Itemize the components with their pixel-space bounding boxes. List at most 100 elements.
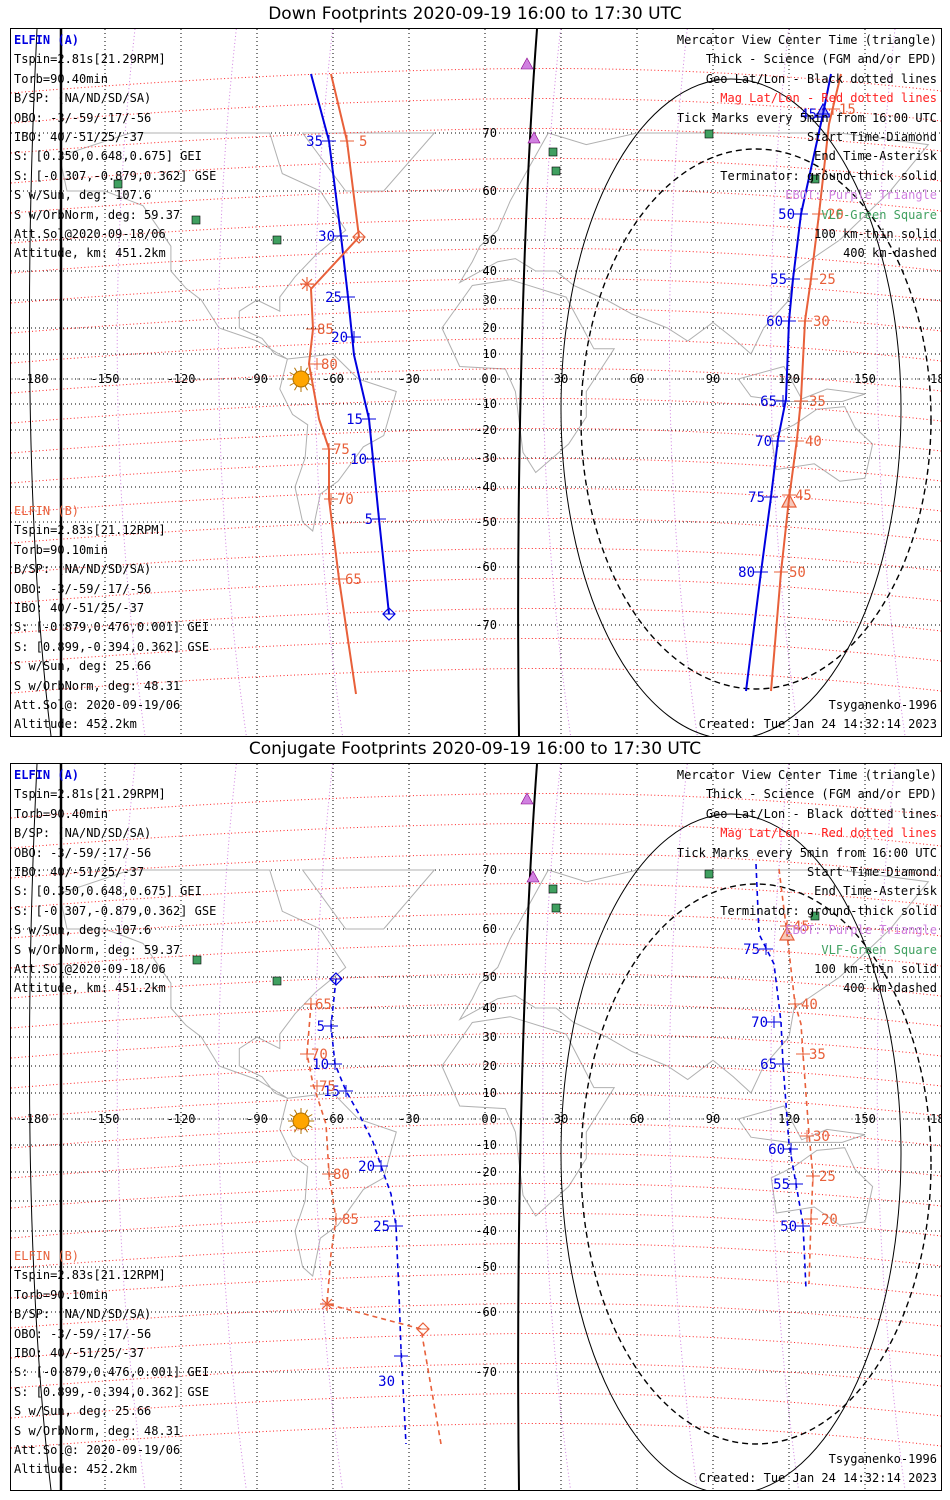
latitude-tick-label: -10 <box>475 397 497 411</box>
info-line: Terminator: ground-thick solid <box>720 903 937 918</box>
mag-latitude-line <box>11 127 941 154</box>
elfin-b-conj-track-west: 65 70 75 80 85 <box>300 997 442 1445</box>
info-line: B/SP: (NA/ND/SD/SA) <box>14 1307 152 1322</box>
mag-latitude-line <box>11 157 941 184</box>
greenland-coast <box>301 869 436 930</box>
latitude-tick-label: 70 <box>483 863 497 877</box>
track-tick-label: 35 <box>809 394 826 410</box>
latitude-tick-label: -60 <box>475 560 497 574</box>
longitude-tick-label: -150 <box>91 372 120 386</box>
track-tick-label: 50 <box>778 207 795 223</box>
vlf-station-square <box>551 903 561 913</box>
latitude-tick-label: -60 <box>475 1305 497 1319</box>
info-line: S w/Sun, deg: 107.6 <box>14 188 152 203</box>
track-tick-label: 25 <box>819 1169 836 1185</box>
latitude-tick-label: -40 <box>475 480 497 494</box>
mag-latitude-line <box>11 1362 941 1389</box>
mag-longitude-line <box>314 29 344 736</box>
mag-longitude-line <box>116 29 146 736</box>
vlf-station-square <box>191 215 201 225</box>
vlf-station-square <box>272 235 282 245</box>
longitude-tick-label: -120 <box>167 1112 196 1126</box>
track-tick-label: 70 <box>337 492 354 508</box>
terminator-100km-line <box>28 764 52 1490</box>
track-tick-label: 80 <box>738 565 755 581</box>
mag-latitude-line <box>11 942 941 969</box>
magnetic-grid <box>11 764 941 1490</box>
mag-longitude-line <box>116 764 146 1490</box>
info-line: Att.Sol@2020-09-18/06 <box>14 961 166 976</box>
mag-longitude-line <box>218 764 247 1490</box>
latitude-tick-label: -70 <box>475 618 497 632</box>
sun-ray <box>289 372 295 376</box>
info-line: Geo Lat/Lon - Black dotted lines <box>705 806 937 821</box>
mag-latitude-line <box>11 1032 941 1059</box>
longitude-tick-label: 120 <box>778 1112 800 1126</box>
latitude-tick-label: 50 <box>483 233 497 247</box>
track-tick-label: 5 <box>365 512 373 528</box>
info-line: Altitude: 452.2km <box>14 717 137 732</box>
elfin-a-conj-track-east: 75 70 65 60 55 50 <box>743 863 810 1290</box>
info-line: ELFIN (A) <box>14 768 80 782</box>
latitude-tick-label: -10 <box>475 1138 497 1152</box>
longitude-tick-label: 0 <box>481 372 488 386</box>
info-line: 400 km-dashed <box>843 981 937 996</box>
track-tick-label: 35 <box>306 134 323 150</box>
longitude-tick-label: -60 <box>322 1112 344 1126</box>
sun-ray <box>304 1127 308 1133</box>
coastlines <box>58 869 930 1277</box>
mag-latitude-line <box>11 1392 941 1419</box>
sun-ray <box>307 382 313 386</box>
terminator-ground-line <box>59 29 63 736</box>
latitude-tick-label: 0 <box>490 372 497 386</box>
track-tick-label: 55 <box>773 1177 790 1193</box>
elfin-b-info: ELFIN (B) Tspin=2.83s[21.12RPM] Torb=90.10… <box>14 502 209 735</box>
track-tick-label: 50 <box>789 565 806 581</box>
track-tick-label: 75 <box>333 442 350 458</box>
ebo-station-triangle <box>527 131 541 144</box>
mag-longitude-line <box>770 29 800 736</box>
longitude-tick-label: -90 <box>246 1112 268 1126</box>
info-line: ELFIN (B) <box>14 1249 80 1263</box>
track-tick-label: 80 <box>321 357 338 373</box>
info-line: 400 km-dashed <box>843 246 937 261</box>
north-america-coast <box>58 869 347 1099</box>
end-asterisk <box>301 278 313 290</box>
info-line: IBO: 40/-51/25/-37 <box>14 1345 145 1360</box>
sun-ray <box>307 1124 313 1128</box>
south-america-coast <box>279 353 397 532</box>
mag-latitude-line <box>11 1182 941 1209</box>
mag-latitude-line <box>11 1422 941 1449</box>
sun-disk <box>292 1112 310 1130</box>
magnetic-grid <box>11 29 941 736</box>
sun-ray <box>294 1109 298 1115</box>
sun-ray <box>294 1127 298 1133</box>
latitude-tick-label: -30 <box>475 1194 497 1208</box>
info-line: S: [0.899,-0.394,0.362] GSE <box>14 1384 210 1399</box>
longitude-tick-label: 150 <box>854 1112 876 1126</box>
legend: Mercator View Center Time (triangle) Thic… <box>677 766 937 999</box>
start-diamond <box>352 230 366 244</box>
mag-latitude-line <box>11 1092 941 1119</box>
latitude-tick-label: 10 <box>483 1086 497 1100</box>
track-tick-label: 75 <box>748 490 765 506</box>
latitude-tick-label: -50 <box>475 515 497 529</box>
elfin-b-down-track-west: 5 85 80 75 70 65 <box>300 73 367 695</box>
info-line: 100 km-thin solid <box>814 226 937 241</box>
track-line <box>310 73 390 615</box>
info-line: B/SP: (NA/ND/SD/SA) <box>14 562 152 577</box>
info-line: Mag Lat/Lon - Red dotted lines <box>720 826 937 841</box>
mag-latitude-line <box>11 1272 941 1299</box>
indonesia-coast <box>737 365 866 402</box>
map-canvas: -180-150-120-90-60-300306090120150180706… <box>11 29 941 736</box>
longitude-tick-label: 90 <box>706 1112 720 1126</box>
terminator-ground-line <box>59 764 63 1490</box>
info-line: S w/Sun, deg: 25.66 <box>14 1404 152 1419</box>
sun-ray <box>304 1109 308 1115</box>
info-line: OBO: -3/-59/-17/-56 <box>14 581 152 596</box>
longitude-tick-label: 90 <box>706 372 720 386</box>
axis-labels: -180-150-120-90-60-300306090120150180706… <box>20 126 941 632</box>
track-tick-label: 50 <box>780 1219 797 1235</box>
track-tick-label: 60 <box>766 314 783 330</box>
track-tick-label: 10 <box>350 452 367 468</box>
